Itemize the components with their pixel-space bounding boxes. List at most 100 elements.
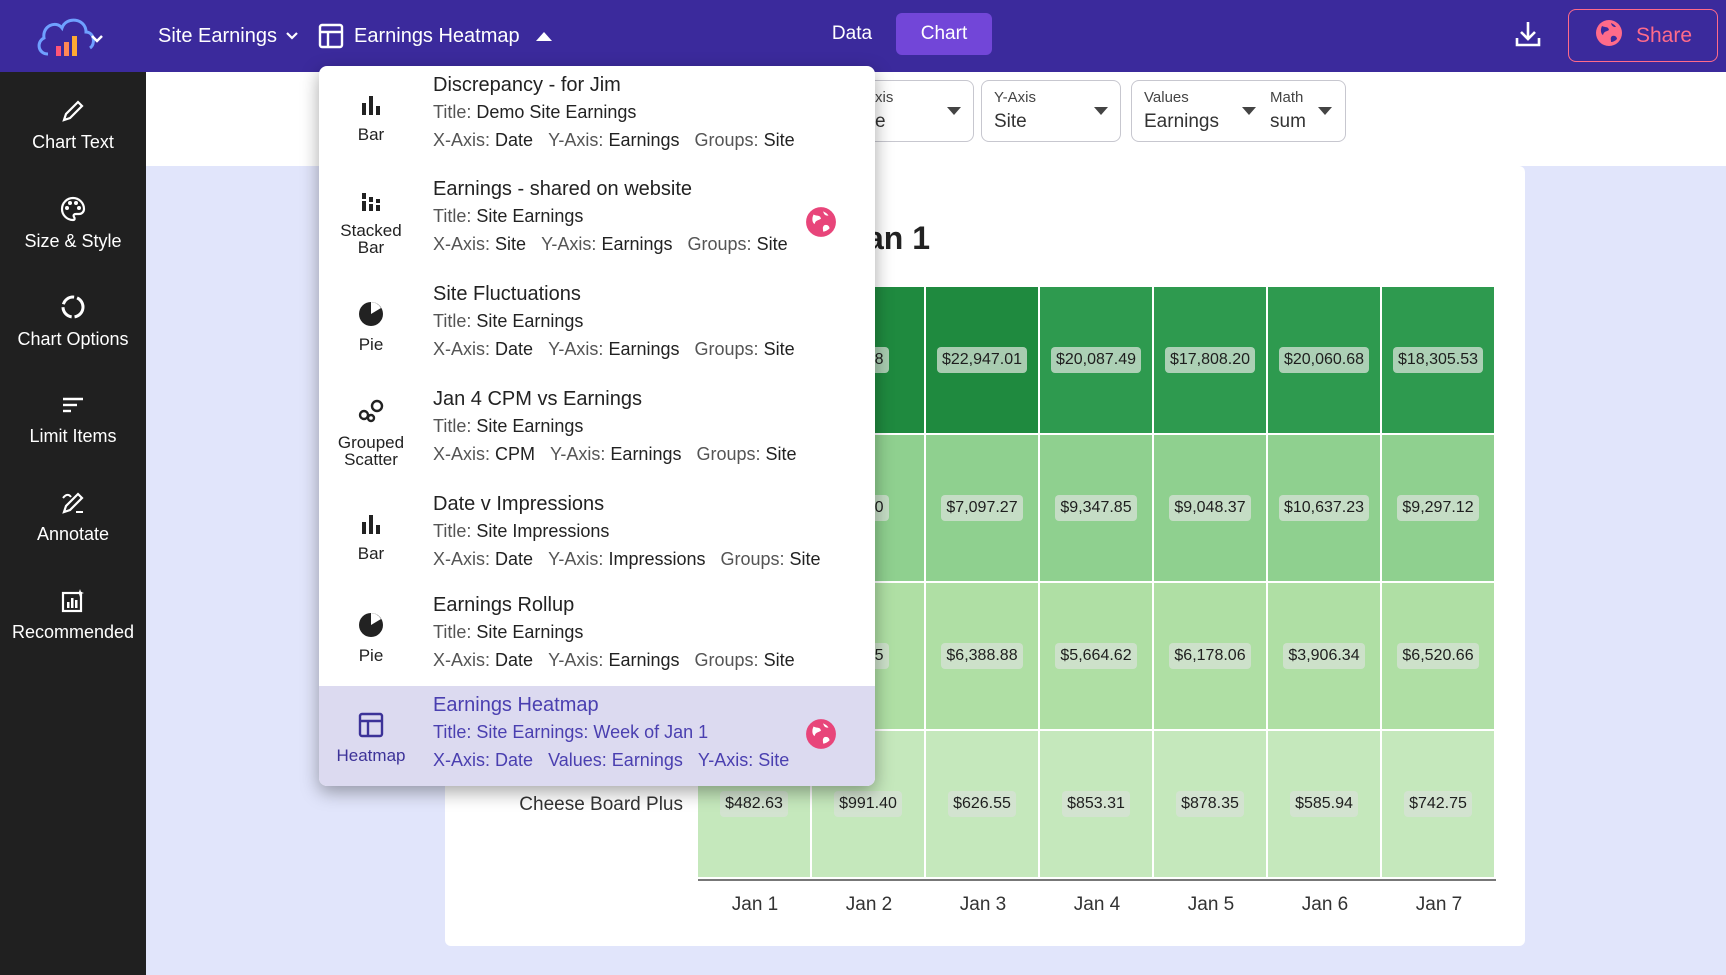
scatter-icon xyxy=(357,397,385,434)
meta-value: Date xyxy=(495,650,534,670)
chart-tab[interactable]: Chart xyxy=(896,13,992,55)
sidebar-item-chart-options[interactable]: Chart Options xyxy=(0,276,146,366)
heatmap-cell[interactable]: $7,097.27 xyxy=(926,435,1038,581)
meta-key: Y-Axis: xyxy=(548,130,604,150)
meta-key: Groups: xyxy=(694,339,759,359)
title-key: Title: xyxy=(433,722,472,742)
meta-key: X-Axis: xyxy=(433,444,491,464)
heatmap-cell[interactable]: $742.75 xyxy=(1382,731,1494,877)
meta-key: Groups: xyxy=(694,650,759,670)
saved-chart-item[interactable]: Bar Discrepancy - for Jim Title: Demo Site… xyxy=(319,66,875,170)
meta-value: Site xyxy=(789,549,821,569)
sidebar-item-size-style[interactable]: Size & Style xyxy=(0,178,146,268)
saved-chart-name: Date v Impressions xyxy=(433,493,605,515)
meta-key: Groups: xyxy=(696,444,761,464)
heatmap-icon xyxy=(318,23,344,49)
saved-chart-item[interactable]: Heatmap Earnings Heatmap Title: Site Earni… xyxy=(319,686,875,786)
cell-value-label: $10,637.23 xyxy=(1278,495,1370,521)
x-tick-label: Jan 3 xyxy=(959,894,1007,915)
math-select-value: sum xyxy=(1270,111,1306,132)
pencil-icon xyxy=(62,99,84,122)
saved-chart-item[interactable]: Pie Earnings Rollup Title: Site Earnings X-… xyxy=(319,586,875,690)
saved-chart-item[interactable]: Stacked Bar Earnings - shared on website T… xyxy=(319,170,875,274)
cell-value-label: $991.40 xyxy=(834,791,902,817)
title-key: Title: xyxy=(433,102,472,122)
chevron-down-icon xyxy=(285,28,299,44)
chart-menu-button[interactable]: Earnings Heatmap xyxy=(318,0,552,72)
heatmap-cell[interactable]: $20,087.49 xyxy=(1040,287,1152,433)
heatmap-cell[interactable]: $6,388.88 xyxy=(926,583,1038,729)
title-key: Title: xyxy=(433,311,472,331)
heatmap-icon xyxy=(358,712,384,747)
saved-chart-name: Site Fluctuations xyxy=(433,283,581,305)
meta-key: Y-Axis: xyxy=(548,339,604,359)
heatmap-cell[interactable]: $5,664.62 xyxy=(1040,583,1152,729)
meta-value: Site xyxy=(763,130,795,150)
sidebar-item-annotate[interactable]: Annotate xyxy=(0,472,146,562)
heatmap-cell[interactable]: $3,906.34 xyxy=(1268,583,1380,729)
heatmap-cell[interactable]: $10,637.23 xyxy=(1268,435,1380,581)
chart-type-label: Stacked Bar xyxy=(340,220,402,257)
sidebar-item-recommended[interactable]: Recommended xyxy=(0,570,146,660)
data-tab[interactable]: Data xyxy=(831,23,873,44)
cell-value-label: $22,947.01 xyxy=(936,347,1028,373)
sidebar-item-label: Size & Style xyxy=(24,230,122,251)
download-icon[interactable] xyxy=(1512,18,1544,50)
values-math-select[interactable]: Values Earnings Math sum xyxy=(1131,80,1346,142)
saved-chart-item[interactable]: Pie Site Fluctuations Title: Site Earnings… xyxy=(319,275,875,379)
saved-chart-item[interactable]: Grouped Scatter Jan 4 CPM vs Earnings Titl… xyxy=(319,380,875,484)
saved-chart-title-line: Title: Site Impressions xyxy=(433,521,609,542)
meta-key: Groups: xyxy=(720,549,785,569)
saved-chart-item[interactable]: Bar Date v Impressions Title: Site Impress… xyxy=(319,485,875,589)
title-key: Title: xyxy=(433,416,472,436)
meta-value: Date xyxy=(495,339,534,359)
caret-up-icon xyxy=(535,31,552,41)
title-key: Title: xyxy=(433,622,472,642)
saved-chart-meta-line: X-Axis: Site Y-Axis: Earnings Groups: Si… xyxy=(433,234,788,255)
heatmap-cell[interactable]: $585.94 xyxy=(1268,731,1380,877)
heatmap-cell[interactable]: $9,297.12 xyxy=(1382,435,1494,581)
heatmap-cell[interactable]: $6,520.66 xyxy=(1382,583,1494,729)
heatmap-cell[interactable]: $6,178.06 xyxy=(1154,583,1266,729)
heatmap-cell[interactable]: $9,048.37 xyxy=(1154,435,1266,581)
meta-key: Y-Axis: xyxy=(697,750,754,770)
heatmap-cell[interactable]: $18,305.53 xyxy=(1382,287,1494,433)
xaxis-select[interactable]: xis e xyxy=(858,80,974,142)
meta-value: Earnings xyxy=(601,234,673,254)
chart-type-label: Bar xyxy=(357,544,385,563)
heatmap-cell[interactable]: $22,947.01 xyxy=(926,287,1038,433)
x-tick-label: Jan 1 xyxy=(731,894,779,915)
meta-value: Site xyxy=(758,750,790,770)
yaxis-select[interactable]: Y-Axis Site xyxy=(981,80,1121,142)
site-menu-button[interactable]: Site Earnings xyxy=(158,0,299,72)
meta-value: Impressions xyxy=(608,549,706,569)
cell-value-label: $17,808.20 xyxy=(1164,347,1256,373)
saved-chart-title-line: Title: Site Earnings xyxy=(433,622,583,643)
saved-chart-name: Earnings Rollup xyxy=(433,594,575,616)
cell-value-label: $5,664.62 xyxy=(1055,643,1137,669)
yaxis-select-value: Site xyxy=(994,111,1027,132)
meta-value: Site xyxy=(765,444,797,464)
chart-type-label: Pie xyxy=(358,646,384,665)
chart-title: an 1 xyxy=(865,220,930,256)
heatmap-cell[interactable]: $20,060.68 xyxy=(1268,287,1380,433)
heatmap-cell[interactable]: $853.31 xyxy=(1040,731,1152,877)
saved-chart-meta-line: X-Axis: Date Y-Axis: Earnings Groups: Si… xyxy=(433,339,795,360)
share-button[interactable]: Share xyxy=(1568,9,1718,62)
heatmap-cell[interactable]: $9,347.85 xyxy=(1040,435,1152,581)
title-key: Title: xyxy=(433,206,472,226)
app-logo-icon[interactable] xyxy=(34,10,106,62)
sidebar-item-limit-items[interactable]: Limit Items xyxy=(0,374,146,464)
yaxis-select-label: Y-Axis xyxy=(994,89,1036,106)
values-select-value: Earnings xyxy=(1144,111,1219,132)
heatmap-cell[interactable]: $17,808.20 xyxy=(1154,287,1266,433)
cell-value-label: $482.63 xyxy=(720,791,788,817)
meta-value: Earnings xyxy=(608,130,680,150)
heatmap-cell[interactable]: $878.35 xyxy=(1154,731,1266,877)
sidebar-item-chart-text[interactable]: Chart Text xyxy=(0,80,146,170)
xaxis-select-label: xis xyxy=(875,89,894,106)
cell-value-label: $878.35 xyxy=(1176,791,1244,817)
xaxis-select-value: e xyxy=(875,111,886,132)
saved-chart-title-line: Title: Site Earnings xyxy=(433,206,583,227)
heatmap-cell[interactable]: $626.55 xyxy=(926,731,1038,877)
